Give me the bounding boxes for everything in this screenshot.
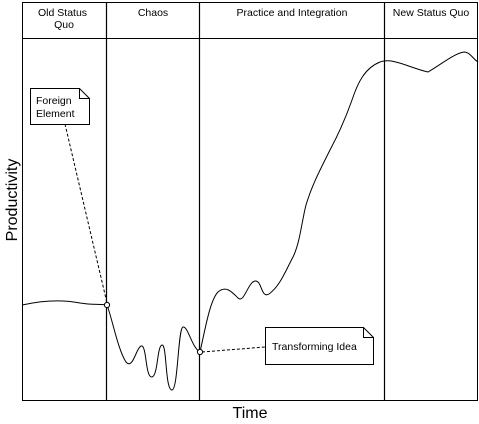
phase-label-old-status-quo-line1: Old Status xyxy=(38,7,87,19)
x-axis-label: Time xyxy=(233,405,268,422)
phase-label-new-status-quo: New Status Quo xyxy=(393,7,470,19)
foreign-element-note-fold xyxy=(79,88,90,99)
foreign-element-note-shape xyxy=(30,88,90,125)
transforming-idea-marker xyxy=(196,348,204,356)
phase-label-old-status-quo: Old Status Quo xyxy=(38,7,90,31)
foreign-element-marker xyxy=(103,301,111,309)
transforming-idea-note-fold xyxy=(363,327,374,338)
transforming-idea-note-shape xyxy=(265,327,374,365)
transforming-idea-callout: Transforming Idea xyxy=(265,327,374,365)
foreign-element-label: Foreign Element xyxy=(36,95,75,120)
transforming-idea-label: Transforming Idea xyxy=(272,341,357,353)
foreign-element-leader-line xyxy=(64,123,108,304)
foreign-element-label-line1: Foreign xyxy=(36,95,72,107)
transforming-idea-leader-line xyxy=(201,346,266,353)
phase-label-practice-and-integration: Practice and Integration xyxy=(237,7,348,19)
phase-label-old-status-quo-line2: Quo xyxy=(54,19,74,31)
plot-frame xyxy=(22,2,478,401)
productivity-curve xyxy=(21,51,479,391)
y-axis-label: Productivity xyxy=(4,159,21,242)
foreign-element-callout: Foreign Element xyxy=(30,88,90,125)
phase-label-chaos: Chaos xyxy=(138,7,168,19)
foreign-element-label-line2: Element xyxy=(36,108,75,120)
